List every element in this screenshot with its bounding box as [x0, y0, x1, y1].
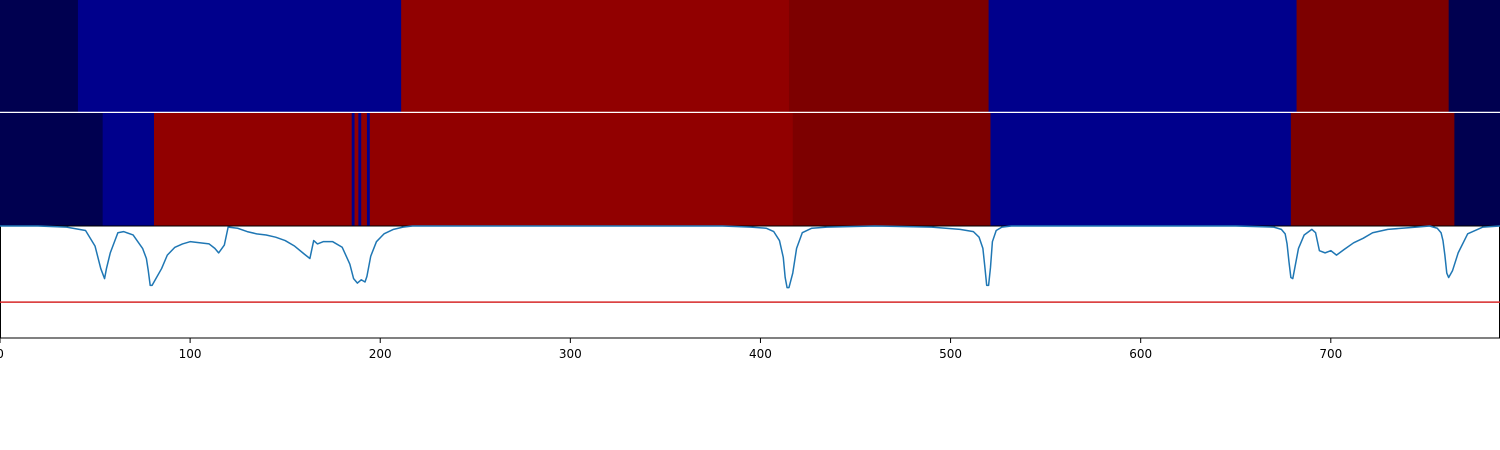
heatmap-segment-0-4	[988, 0, 1297, 112]
heatmap-segment-0-2	[401, 0, 790, 112]
heatmap-track-top	[0, 0, 1500, 112]
heatmap-segment-0-0	[0, 0, 79, 112]
x-tick-label-200: 200	[369, 347, 392, 361]
x-tick-label-400: 400	[749, 347, 772, 361]
heatmap-segment-1-1	[102, 113, 155, 226]
heatmap-segment-1-10	[990, 113, 1292, 226]
heatmap-segment-0-5	[1296, 0, 1450, 112]
heatmap-segment-0-6	[1448, 0, 1500, 112]
x-axis: 0 100 200 300 400 500 600 700	[0, 338, 1342, 361]
x-tick-label-700: 700	[1319, 347, 1342, 361]
x-tick-label-0: 0	[0, 347, 4, 361]
heatmap-segment-1-4	[354, 113, 359, 226]
heatmap-segment-1-0	[0, 113, 104, 226]
heatmap-segment-1-2	[153, 113, 353, 226]
heatmap-segment-0-1	[77, 0, 402, 112]
heatmap-segment-0-3	[788, 0, 989, 112]
x-tick-label-300: 300	[559, 347, 582, 361]
line-panel	[0, 225, 1500, 339]
heatmap-segment-1-8	[369, 113, 794, 226]
heatmap-segment-1-12	[1454, 113, 1500, 226]
heatmap-segment-1-9	[792, 113, 991, 226]
x-tick-label-600: 600	[1129, 347, 1152, 361]
x-tick-label-100: 100	[179, 347, 202, 361]
heatmap-segment-1-7	[366, 113, 371, 226]
line-panel-frame	[0, 225, 1500, 339]
heatmap-segment-1-3	[351, 113, 355, 226]
heatmap-track-middle	[0, 113, 1500, 226]
score-line	[0, 225, 1500, 289]
heatmap-segment-1-11	[1290, 113, 1455, 226]
heatmap-segment-1-5	[358, 113, 362, 226]
heatmap-segment-1-6	[361, 113, 368, 226]
x-tick-label-500: 500	[939, 347, 962, 361]
